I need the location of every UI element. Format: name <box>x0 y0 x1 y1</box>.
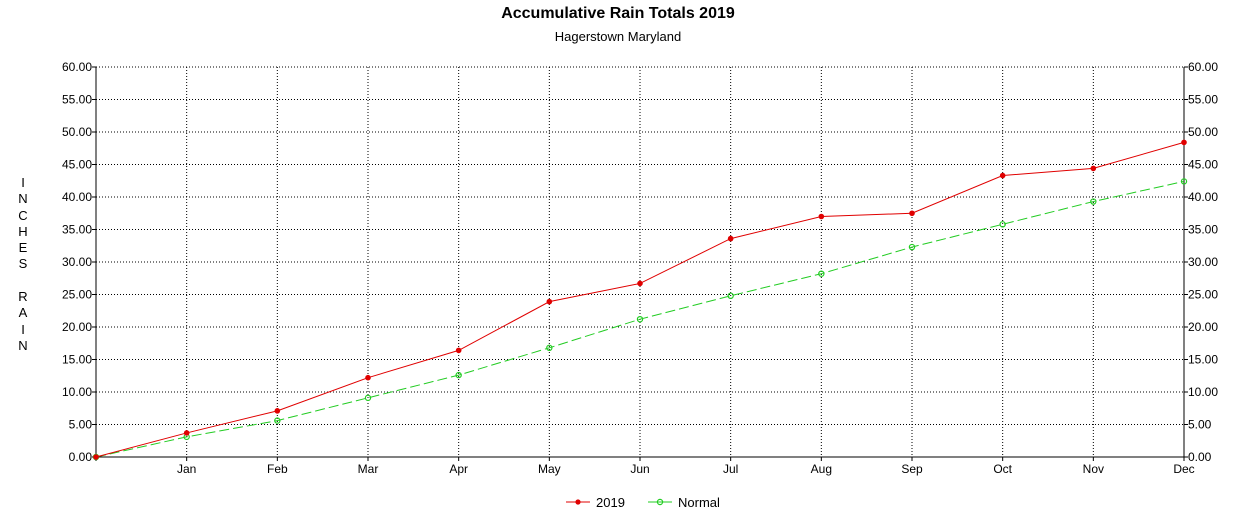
point-normal <box>455 371 462 379</box>
y-tick-label-left: 55.00 <box>62 93 92 107</box>
point-2019 <box>999 172 1006 179</box>
point-normal <box>908 243 916 251</box>
point-2019 <box>1090 165 1097 172</box>
x-tick-label: Apr <box>449 462 468 476</box>
point-normal <box>364 394 372 402</box>
x-tick-label: Jan <box>177 462 196 476</box>
y-tick-label-left: 10.00 <box>62 385 92 399</box>
y-axis-label-char: H <box>18 223 28 239</box>
axes <box>92 66 1188 461</box>
point-2019 <box>365 374 371 381</box>
legend-label-normal: Normal <box>678 495 720 510</box>
legend: 2019 Normal <box>0 494 1236 512</box>
x-tick-label: Aug <box>811 462 832 476</box>
y-tick-label-right: 20.00 <box>1188 320 1218 334</box>
point-2019 <box>909 210 915 217</box>
x-tick-label: Sep <box>901 462 923 476</box>
point-2019 <box>637 280 643 287</box>
y-tick-label-right: 5.00 <box>1188 418 1212 432</box>
y-tick-label-left: 0.00 <box>69 450 93 464</box>
grid-lines <box>96 66 1184 457</box>
x-tick-label: Nov <box>1083 462 1104 476</box>
y-tick-label-right: 50.00 <box>1188 125 1218 139</box>
point-normal <box>546 344 553 351</box>
y-tick-label-right: 25.00 <box>1188 288 1218 302</box>
y-tick-label-left: 20.00 <box>62 320 92 334</box>
chart-title: Accumulative Rain Totals 2019 <box>501 5 735 22</box>
y-tick-label-left: 45.00 <box>62 158 92 172</box>
x-tick-label: Mar <box>358 462 379 476</box>
y-tick-label-left: 25.00 <box>62 288 92 302</box>
x-tick-label: Jul <box>723 462 738 476</box>
y-axis-label-char: C <box>18 207 28 223</box>
x-tick-labels: Jan Feb Mar Apr May Jun Jul Aug Sep Oct Nov Dec <box>177 462 1195 476</box>
point-normal <box>1090 198 1097 205</box>
point-normal <box>818 270 825 277</box>
point-normal <box>1180 178 1188 185</box>
y-axis-label-char: N <box>18 191 28 207</box>
y-tick-label-left: 30.00 <box>62 255 92 269</box>
legend-label-2019: 2019 <box>596 495 625 510</box>
y-tick-label-left: 60.00 <box>62 60 92 74</box>
point-2019 <box>455 347 462 354</box>
chart-subtitle: Hagerstown Maryland <box>554 29 682 44</box>
x-tick-label: Dec <box>1173 462 1194 476</box>
y-axis-label-char: A <box>18 305 28 321</box>
y-axis-label-char: I <box>21 175 25 190</box>
y-tick-label-right: 60.00 <box>1188 60 1218 74</box>
y-tick-labels-right: 0.00 5.00 10.00 15.00 20.00 25.00 30.00 35.00 40… <box>1188 60 1218 464</box>
point-2019 <box>183 430 190 436</box>
y-tick-label-right: 45.00 <box>1188 158 1218 172</box>
point-2019 <box>546 298 553 305</box>
y-tick-label-left: 50.00 <box>62 125 92 139</box>
y-tick-label-right: 30.00 <box>1188 255 1218 269</box>
point-2019 <box>818 213 825 220</box>
y-tick-label-right: 55.00 <box>1188 93 1218 107</box>
y-tick-label-right: 40.00 <box>1188 190 1218 204</box>
y-axis-label-char: E <box>18 240 28 256</box>
y-axis-label-char: R <box>18 289 28 305</box>
point-2019 <box>274 408 281 414</box>
point-2019 <box>1181 139 1187 146</box>
point-normal <box>274 417 281 424</box>
y-tick-label-right: 35.00 <box>1188 223 1218 237</box>
series-group <box>92 139 1188 461</box>
legend-marker-normal <box>648 498 672 506</box>
y-tick-label-left: 15.00 <box>62 353 92 367</box>
point-normal <box>999 221 1006 228</box>
legend-marker-2019 <box>566 499 590 505</box>
y-axis-label-char: N <box>18 337 28 353</box>
y-tick-label-left: 40.00 <box>62 190 92 204</box>
y-tick-label-right: 10.00 <box>1188 385 1218 399</box>
y-tick-label-right: 15.00 <box>1188 353 1218 367</box>
point-normal <box>636 316 644 323</box>
y-axis-label-char: S <box>18 256 28 272</box>
y-tick-label-right: 0.00 <box>1188 450 1212 464</box>
y-tick-labels-left: 0.00 5.00 10.00 15.00 20.00 25.00 30.00 35.00 40… <box>62 60 92 464</box>
y-axis-label-char: I <box>21 321 25 337</box>
x-tick-label: Oct <box>993 462 1012 476</box>
x-tick-label: May <box>538 462 561 476</box>
point-normal <box>727 292 734 299</box>
x-tick-label: Jun <box>630 462 649 476</box>
series-line-normal <box>95 180 1185 458</box>
point-2019 <box>727 235 734 242</box>
y-tick-label-left: 5.00 <box>69 418 93 432</box>
y-tick-label-left: 35.00 <box>62 223 92 237</box>
x-tick-label: Feb <box>267 462 288 476</box>
point-2019 <box>93 454 99 460</box>
